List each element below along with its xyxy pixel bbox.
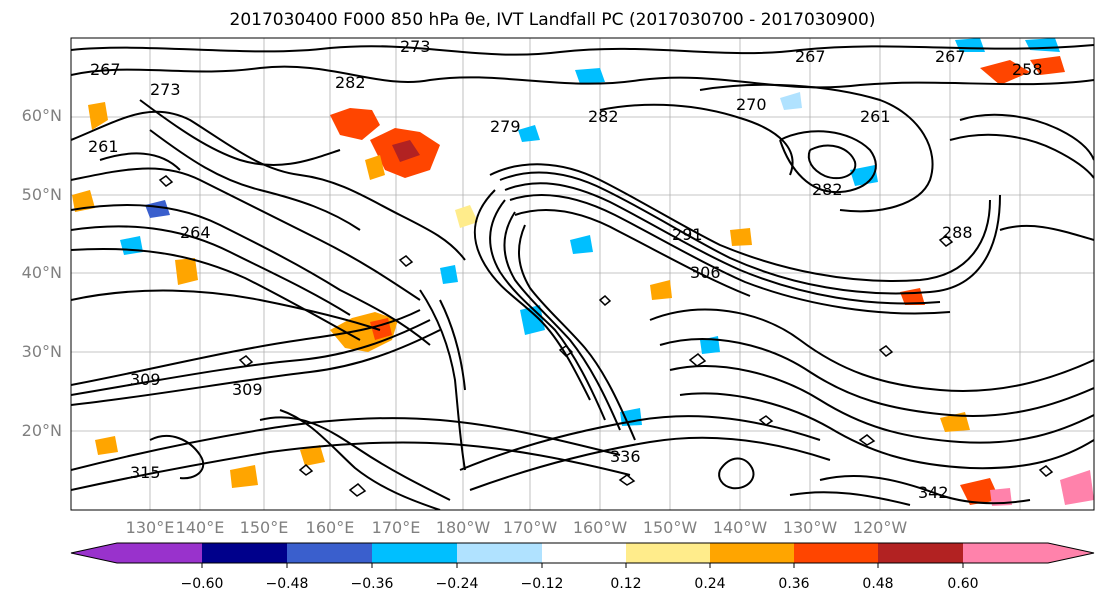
contour-fragments (158, 175, 1054, 497)
contour-label: 267 (90, 60, 121, 79)
map-frame (70, 37, 1095, 511)
contour-label: 282 (812, 180, 843, 199)
lat-label: 20°N (21, 421, 62, 440)
figure-title: 2017030400 F000 850 hPa θe, IVT Landfall… (229, 10, 876, 30)
contour-label: 261 (88, 137, 119, 156)
contour-label: 306 (690, 263, 721, 282)
lat-label: 30°N (21, 342, 62, 361)
colorbar (70, 542, 1095, 568)
colorbar-segment (963, 543, 1048, 563)
contour-label: 309 (232, 380, 263, 399)
contour-label: 270 (736, 95, 767, 114)
colorbar-tick-label: 0.36 (778, 576, 810, 592)
colorbar-tick-label: −0.36 (350, 576, 394, 592)
colorbar-segment (287, 543, 372, 563)
graticule (71, 38, 1094, 510)
colorbar-segment (457, 543, 542, 563)
lon-label: 160°W (572, 518, 628, 537)
colorbar-segment (202, 543, 287, 563)
lon-label: 120°W (852, 518, 908, 537)
contour-label: 267 (795, 47, 826, 66)
lon-label: 140°E (175, 518, 225, 537)
contour-label: 279 (490, 117, 521, 136)
colorbar-extend-high (1048, 543, 1094, 563)
lat-label: 40°N (21, 263, 62, 282)
contour-label: 309 (130, 370, 161, 389)
colorbar-tick-label: 0.48 (862, 576, 894, 592)
contour-label: 342 (918, 483, 949, 502)
colorbar-tick-label: −0.12 (520, 576, 564, 592)
colorbar-segment (117, 543, 202, 563)
contour-label: 288 (942, 223, 973, 242)
contour-label: 336 (610, 447, 641, 466)
colorbar-segment (626, 543, 710, 563)
lon-label: 150°W (642, 518, 698, 537)
colorbar-segment (542, 543, 626, 563)
contour-label: 258 (1012, 60, 1043, 79)
lon-label: 170°E (371, 518, 421, 537)
colorbar-segment (878, 543, 963, 563)
lat-label: 50°N (21, 185, 62, 204)
contour-label: 315 (130, 463, 161, 482)
contour-label: 282 (588, 107, 619, 126)
lon-label: 140°W (712, 518, 768, 537)
contour-label: 273 (400, 37, 431, 56)
colorbar-extend-low (71, 543, 117, 563)
lon-label: 180°W (435, 518, 491, 537)
lon-label: 130°W (782, 518, 838, 537)
contour-label: 264 (180, 223, 211, 242)
contour-label: 273 (150, 80, 181, 99)
colorbar-tick-label: −0.24 (435, 576, 479, 592)
theta-e-contours (71, 44, 1094, 510)
colorbar-segment (710, 543, 794, 563)
colorbar-tick-label: −0.60 (180, 576, 224, 592)
pc-shading (72, 38, 1094, 506)
lon-label: 170°W (502, 518, 558, 537)
lon-label: 130°E (125, 518, 175, 537)
colorbar-tick-label: 0.60 (947, 576, 979, 592)
lat-label: 60°N (21, 106, 62, 125)
map-area: 267 273 282 261 264 279 282 270 261 267 … (71, 37, 1094, 510)
contour-label: 267 (935, 47, 966, 66)
contour-label: 282 (335, 73, 366, 92)
colorbar-outline (70, 542, 1095, 564)
colorbar-segment (372, 543, 457, 563)
colorbar-tick-label: 0.12 (610, 576, 642, 592)
colorbar-tick-label: 0.24 (694, 576, 726, 592)
contour-label: 261 (860, 107, 891, 126)
colorbar-tick-label: −0.48 (265, 576, 309, 592)
colorbar-segment (794, 543, 878, 563)
lon-label: 150°E (239, 518, 289, 537)
lon-label: 160°E (305, 518, 355, 537)
contour-label: 291 (672, 225, 703, 244)
